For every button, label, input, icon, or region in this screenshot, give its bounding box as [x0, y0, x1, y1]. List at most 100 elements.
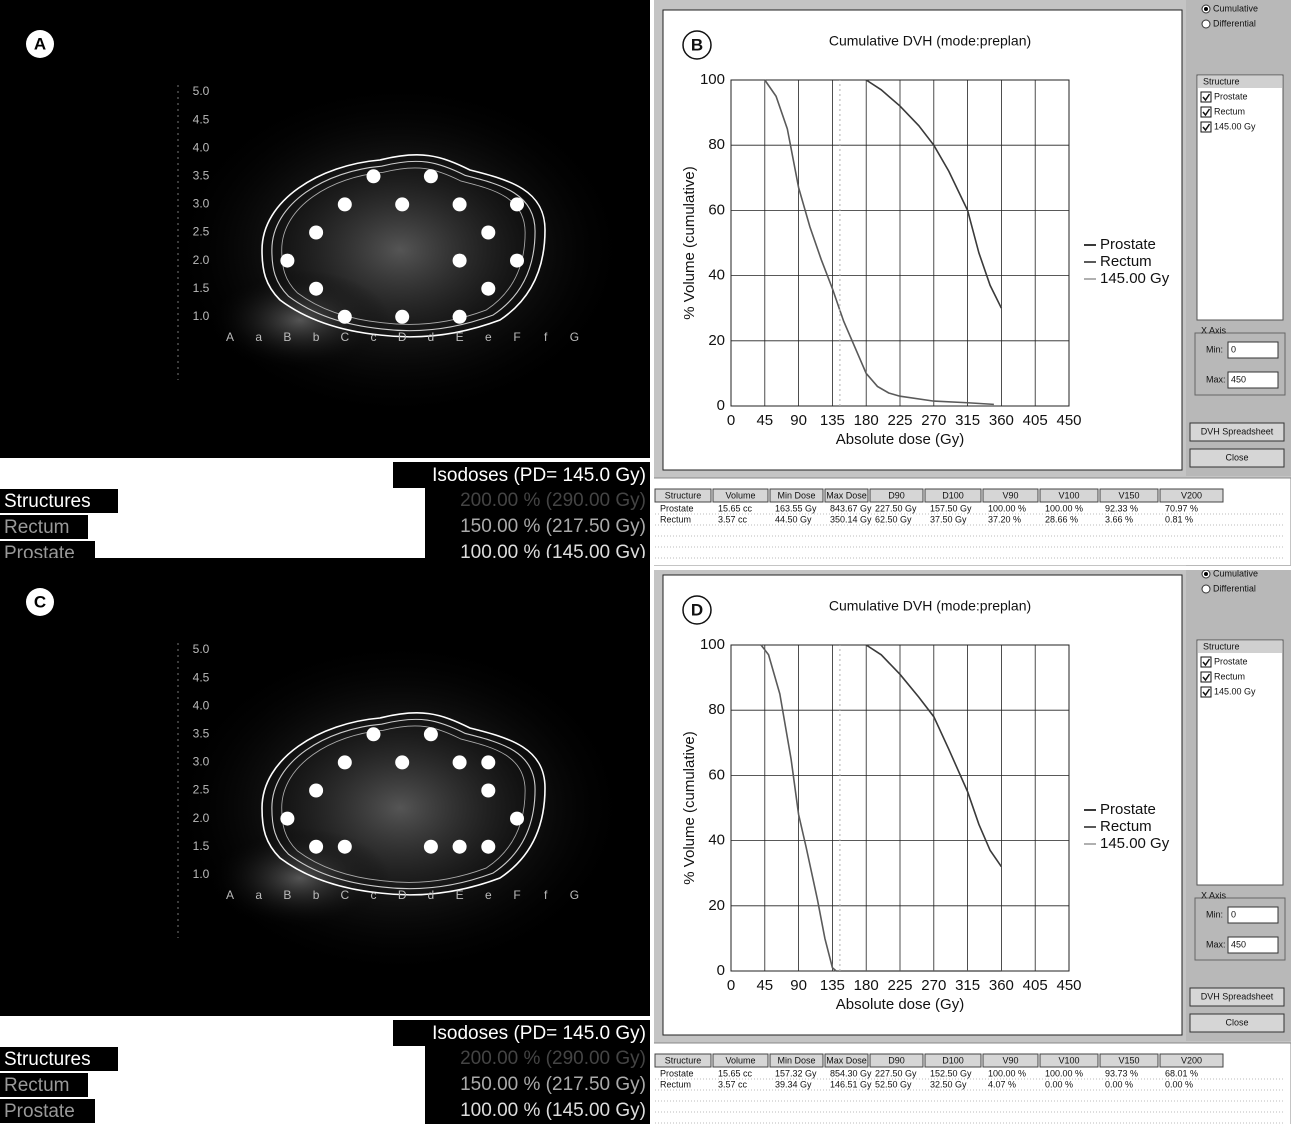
legend-label: Rectum [1100, 253, 1152, 270]
button[interactable] [1189, 422, 1285, 442]
isodose-contour [271, 160, 536, 332]
input-field[interactable] [1227, 936, 1279, 954]
isodose-title-bg [393, 462, 650, 488]
checkbox[interactable] [1200, 121, 1212, 133]
seed [395, 755, 410, 770]
table-cell: 3.66 % [1105, 514, 1133, 524]
panel-label: C [34, 592, 46, 611]
header-text: V100 [1058, 1055, 1079, 1065]
header-cell [824, 488, 869, 503]
table-cell: 3.57 cc [718, 514, 748, 524]
header-cell [654, 1053, 712, 1068]
check-mark [1202, 108, 1211, 117]
column-label: a [255, 330, 262, 344]
table-cell: 100.00 % [988, 1068, 1026, 1078]
structure-item: Rectum [1214, 671, 1245, 681]
table-cell: 0.00 % [1105, 1079, 1133, 1089]
header-text: V150 [1118, 490, 1139, 500]
y-tick-label: 60 [708, 201, 725, 218]
header-text: D100 [942, 1055, 964, 1065]
y-tick-label: 20 [708, 332, 725, 349]
header-cell [1159, 488, 1224, 503]
isodose-levels-bg [425, 1046, 650, 1124]
isodose-contour [271, 718, 536, 890]
column-label: G [570, 888, 579, 902]
row-label: 3.0 [193, 755, 210, 769]
table-cell: Prostate [660, 1068, 694, 1078]
x-tick-label: 225 [887, 412, 912, 429]
checkbox[interactable] [1200, 91, 1212, 103]
table-cell: 146.51 Gy [830, 1079, 872, 1089]
checkbox[interactable] [1200, 671, 1212, 683]
y-tick-label: 20 [708, 897, 725, 914]
isodose-contour [261, 712, 546, 896]
x-tick-label: 270 [921, 977, 946, 994]
header-cell [1159, 1053, 1224, 1068]
header-text: D90 [888, 490, 905, 500]
radio-button[interactable] [1201, 584, 1211, 594]
y-tick-label: 40 [708, 832, 725, 849]
table-cell: Prostate [660, 503, 694, 513]
button[interactable] [1189, 1013, 1285, 1033]
column-label: C [340, 888, 349, 902]
seed [481, 225, 496, 240]
table-cell: 843.67 Gy [830, 503, 872, 513]
structure-bg [0, 515, 88, 539]
row-label: 1.0 [193, 867, 210, 881]
column-label: b [313, 330, 320, 344]
input-value: 0 [1231, 909, 1236, 919]
header-cell [824, 1053, 869, 1068]
x-axis-label: Absolute dose (Gy) [836, 996, 964, 1013]
series-line [865, 79, 1003, 309]
panel-label-circle [682, 595, 712, 625]
input-field[interactable] [1227, 371, 1279, 389]
column-label: F [513, 888, 520, 902]
header-cell [1099, 488, 1159, 503]
seed [481, 281, 496, 296]
structures-title: Structures [4, 491, 91, 512]
checkbox[interactable] [1200, 686, 1212, 698]
button[interactable] [1189, 448, 1285, 468]
input-field[interactable] [1227, 906, 1279, 924]
column-label: d [428, 888, 435, 902]
structure-header: Structure [1203, 641, 1240, 651]
row-label: 4.0 [193, 140, 210, 154]
isodose-title: Isodoses (PD= 145.0 Gy) [432, 1023, 646, 1044]
input-field[interactable] [1227, 341, 1279, 359]
button[interactable] [1189, 987, 1285, 1007]
seed [510, 197, 524, 212]
seed [337, 755, 352, 770]
row-label: 1.5 [193, 281, 210, 295]
table-cell: 100.00 % [1045, 503, 1083, 513]
seed [309, 839, 324, 854]
row-label: 2.0 [193, 253, 210, 267]
table-cell: 100.00 % [988, 503, 1026, 513]
checkbox[interactable] [1200, 106, 1212, 118]
seed [280, 253, 295, 268]
table-cell: 227.50 Gy [875, 1068, 917, 1078]
table-cell: 37.50 Gy [930, 514, 967, 524]
x-tick-label: 360 [989, 412, 1014, 429]
seed [395, 197, 410, 212]
table-cell: 44.50 Gy [775, 514, 812, 524]
button-label: DVH Spreadsheet [1201, 991, 1274, 1001]
group-title: X Axis [1201, 890, 1227, 900]
x-tick-label: 315 [955, 412, 980, 429]
x-tick-label: 180 [854, 412, 879, 429]
header-cell [654, 488, 712, 503]
legend-label: Rectum [1100, 818, 1152, 835]
header-cell [1039, 488, 1099, 503]
header-text: V200 [1181, 1055, 1202, 1065]
row-label: 1.0 [193, 309, 210, 323]
seed [337, 197, 352, 212]
seed [452, 839, 467, 854]
series-line [764, 79, 994, 406]
table-cell: 157.50 Gy [930, 503, 972, 513]
row-label: 4.0 [193, 698, 210, 712]
radio-button[interactable] [1201, 19, 1211, 29]
column-label: d [428, 330, 435, 344]
checkbox[interactable] [1200, 656, 1212, 668]
row-label: 5.0 [193, 84, 210, 98]
dvh-panel: 0 45 90 135 180 225 270 315 360 405 450 0 20 40 60 80 10… [654, 0, 1291, 566]
